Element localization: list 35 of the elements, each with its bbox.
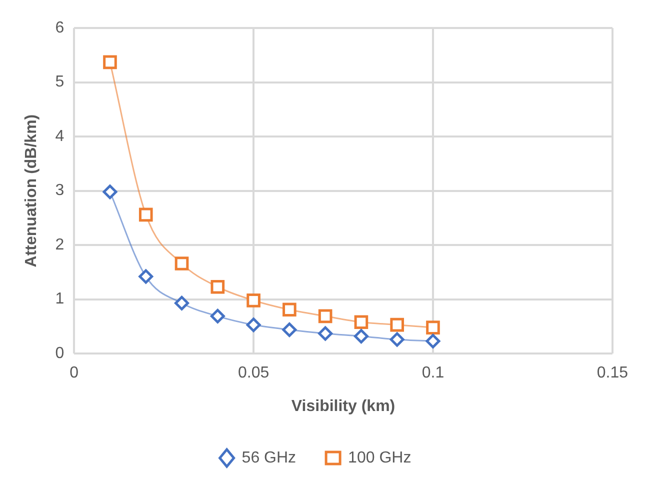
point (174, 256, 189, 270)
point (103, 55, 117, 70)
point (174, 296, 190, 310)
point (426, 334, 440, 348)
y-tick-label: 5 (55, 74, 64, 91)
x-tick-label: 0.05 (238, 364, 270, 382)
point (390, 332, 404, 347)
x-tick-label: 0 (70, 364, 79, 382)
y-tick-label: 2 (55, 236, 64, 254)
y-tick-label: 0 (55, 345, 64, 362)
point (210, 280, 225, 294)
point (102, 184, 118, 200)
legend-label: 56 GHz (242, 449, 296, 466)
point (210, 308, 225, 324)
x-tick-label: 0.15 (596, 364, 628, 382)
x-axis-title: Visibility (km) (291, 398, 396, 415)
point (390, 318, 404, 332)
point (138, 269, 154, 284)
point (246, 294, 260, 308)
point (318, 326, 333, 341)
legend-label: 100 GHz (348, 449, 412, 466)
point (246, 318, 261, 332)
point (426, 320, 440, 334)
y-tick-label: 3 (55, 182, 64, 200)
point (282, 322, 297, 337)
x-tick-label: 0.1 (422, 364, 444, 382)
y-axis-title: Attenuation (dB/km) (23, 114, 40, 268)
point (354, 328, 368, 344)
point (138, 208, 153, 222)
point (282, 302, 296, 317)
y-tick-label: 6 (55, 19, 64, 36)
y-tick-label: 4 (55, 128, 64, 145)
point (354, 315, 368, 330)
y-tick-label: 1 (55, 290, 64, 308)
point (318, 309, 332, 324)
